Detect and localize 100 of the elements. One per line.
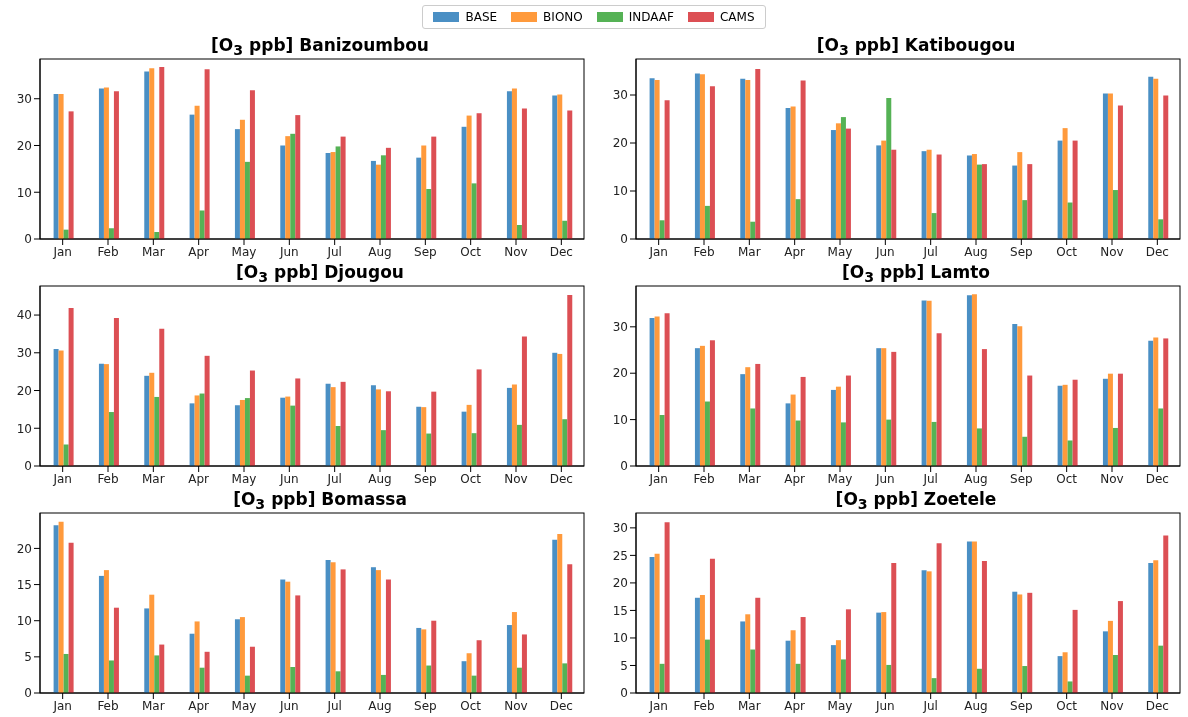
bar: [1117, 601, 1123, 693]
y-tick-label: 10: [612, 412, 628, 427]
bar: [1072, 140, 1078, 239]
bar: [239, 617, 245, 693]
y-tick-label: 10: [612, 184, 628, 199]
bar: [1158, 219, 1164, 239]
bar: [113, 91, 119, 239]
bar: [649, 557, 655, 693]
bar: [800, 80, 806, 239]
bar: [1148, 76, 1154, 239]
bar: [1067, 681, 1073, 693]
x-tick-label: Dec: [1145, 244, 1169, 259]
bar: [476, 640, 482, 693]
y-tick-label: 10: [16, 185, 32, 200]
bar: [830, 130, 836, 239]
y-tick-label: 30: [612, 521, 628, 536]
y-tick-label: 25: [612, 548, 628, 563]
bar: [375, 164, 381, 239]
bar: [1153, 78, 1159, 239]
bar: [840, 659, 846, 693]
y-tick-label: 5: [24, 650, 32, 665]
bar: [194, 105, 200, 239]
bar: [971, 541, 977, 693]
bar: [1067, 440, 1073, 466]
bar: [189, 114, 195, 239]
bar: [335, 426, 341, 466]
x-tick-label: Jul: [326, 471, 342, 486]
bar: [557, 94, 563, 239]
bar: [785, 403, 791, 466]
x-tick-label: Dec: [549, 698, 573, 713]
bar: [431, 136, 437, 239]
x-tick-label: Feb: [97, 471, 119, 486]
bar: [704, 401, 710, 466]
bar: [976, 164, 982, 239]
x-tick-label: Feb: [693, 244, 715, 259]
bar: [926, 149, 932, 239]
x-tick-label: Sep: [414, 244, 437, 259]
bar: [108, 660, 114, 693]
x-tick-label: Oct: [1056, 698, 1078, 713]
bar: [159, 644, 165, 693]
x-tick-label: Sep: [1010, 244, 1033, 259]
bar: [380, 155, 386, 239]
bar: [380, 674, 386, 693]
bar: [936, 333, 942, 466]
bar: [1057, 656, 1063, 693]
bar: [421, 145, 427, 239]
bar: [745, 367, 751, 466]
y-tick-label: 5: [620, 658, 628, 673]
bar: [285, 136, 291, 239]
x-tick-label: Jul: [922, 698, 938, 713]
x-tick-label: Jun: [874, 698, 895, 713]
bar: [1017, 594, 1023, 693]
bar: [239, 399, 245, 466]
x-tick-label: Jun: [278, 244, 299, 259]
x-tick-label: Mar: [738, 471, 761, 486]
bar: [244, 161, 250, 239]
bar: [295, 115, 301, 239]
x-tick-label: Oct: [460, 471, 482, 486]
x-tick-label: Aug: [964, 471, 988, 486]
bar: [53, 525, 59, 693]
x-tick-label: Jul: [326, 698, 342, 713]
chart-title: [O$_{3}$ ppb] Djougou: [235, 261, 405, 286]
bar: [921, 300, 927, 466]
bar: [1117, 105, 1123, 239]
bar: [1017, 326, 1023, 466]
chart-title: [O$_{3}$ ppb] Banizoumbou: [210, 34, 430, 59]
bar: [1062, 128, 1068, 239]
x-tick-label: Apr: [784, 471, 806, 486]
bar: [113, 318, 119, 466]
bar: [659, 663, 665, 693]
x-tick-label: Jun: [874, 471, 895, 486]
y-tick-label: 0: [24, 232, 32, 247]
bar: [699, 74, 705, 239]
bar: [800, 617, 806, 693]
bar: [1163, 95, 1169, 239]
x-tick-label: Nov: [504, 471, 528, 486]
bar: [891, 149, 897, 239]
bar: [330, 387, 336, 466]
bar: [149, 68, 155, 239]
y-tick-label: 15: [612, 603, 628, 618]
bar: [461, 126, 467, 239]
bar: [1027, 375, 1033, 466]
bar: [340, 569, 346, 693]
bar: [926, 300, 932, 466]
bar: [476, 113, 482, 239]
bar: [98, 363, 104, 466]
bar: [149, 594, 155, 693]
bar: [385, 579, 391, 693]
bar: [335, 146, 341, 239]
x-tick-label: Jun: [278, 471, 299, 486]
chart-title: [O$_{3}$ ppb] Zoetele: [834, 488, 998, 513]
bar: [1062, 384, 1068, 466]
bar: [755, 363, 761, 466]
bar: [790, 630, 796, 693]
bar: [659, 220, 665, 239]
x-tick-label: Mar: [142, 698, 165, 713]
bar: [113, 607, 119, 693]
bar: [740, 78, 746, 239]
bar: [785, 107, 791, 239]
bar: [370, 385, 376, 466]
